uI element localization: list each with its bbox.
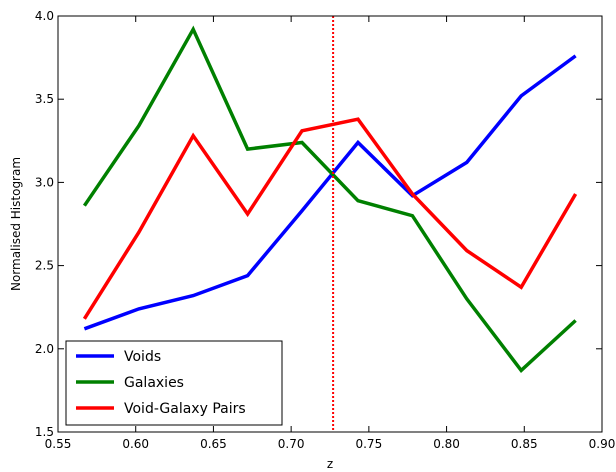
x-tick-label: 0.70 bbox=[278, 437, 305, 451]
y-axis: 1.5 2.0 2.5 3.0 3.5 4.0 bbox=[35, 9, 602, 439]
x-tick-label: 0.75 bbox=[355, 437, 382, 451]
y-tick-label: 3.5 bbox=[35, 92, 54, 106]
x-tick-label: 0.60 bbox=[122, 437, 149, 451]
plot-frame bbox=[57, 15, 603, 433]
y-axis-label: Normalised Histogram bbox=[9, 157, 23, 291]
legend-label: Void-Galaxy Pairs bbox=[124, 401, 246, 417]
y-tick-label: 4.0 bbox=[35, 9, 54, 23]
legend: Voids Galaxies Void-Galaxy Pairs bbox=[65, 340, 283, 426]
y-tick-label: 2.0 bbox=[35, 342, 54, 356]
series-line-0 bbox=[83, 54, 577, 331]
x-tick-label: 0.85 bbox=[511, 437, 538, 451]
x-axis: 0.55 0.60 0.65 0.70 0.75 0.80 0.85 0.90 bbox=[45, 16, 616, 451]
x-tick-label: 0.90 bbox=[589, 437, 616, 451]
series-line-2 bbox=[82, 117, 578, 320]
series-line-1 bbox=[82, 25, 577, 373]
x-tick-label: 0.55 bbox=[45, 437, 72, 451]
x-tick-label: 0.65 bbox=[200, 437, 227, 451]
y-tick-label: 2.5 bbox=[35, 259, 54, 273]
y-tick-label: 1.5 bbox=[35, 425, 54, 439]
legend-label: Galaxies bbox=[124, 375, 184, 391]
x-axis-label: z bbox=[327, 457, 333, 471]
x-tick-label: 0.80 bbox=[433, 437, 460, 451]
y-tick-label: 3.0 bbox=[35, 175, 54, 189]
legend-label: Voids bbox=[124, 349, 161, 365]
plot-lines bbox=[82, 25, 578, 373]
